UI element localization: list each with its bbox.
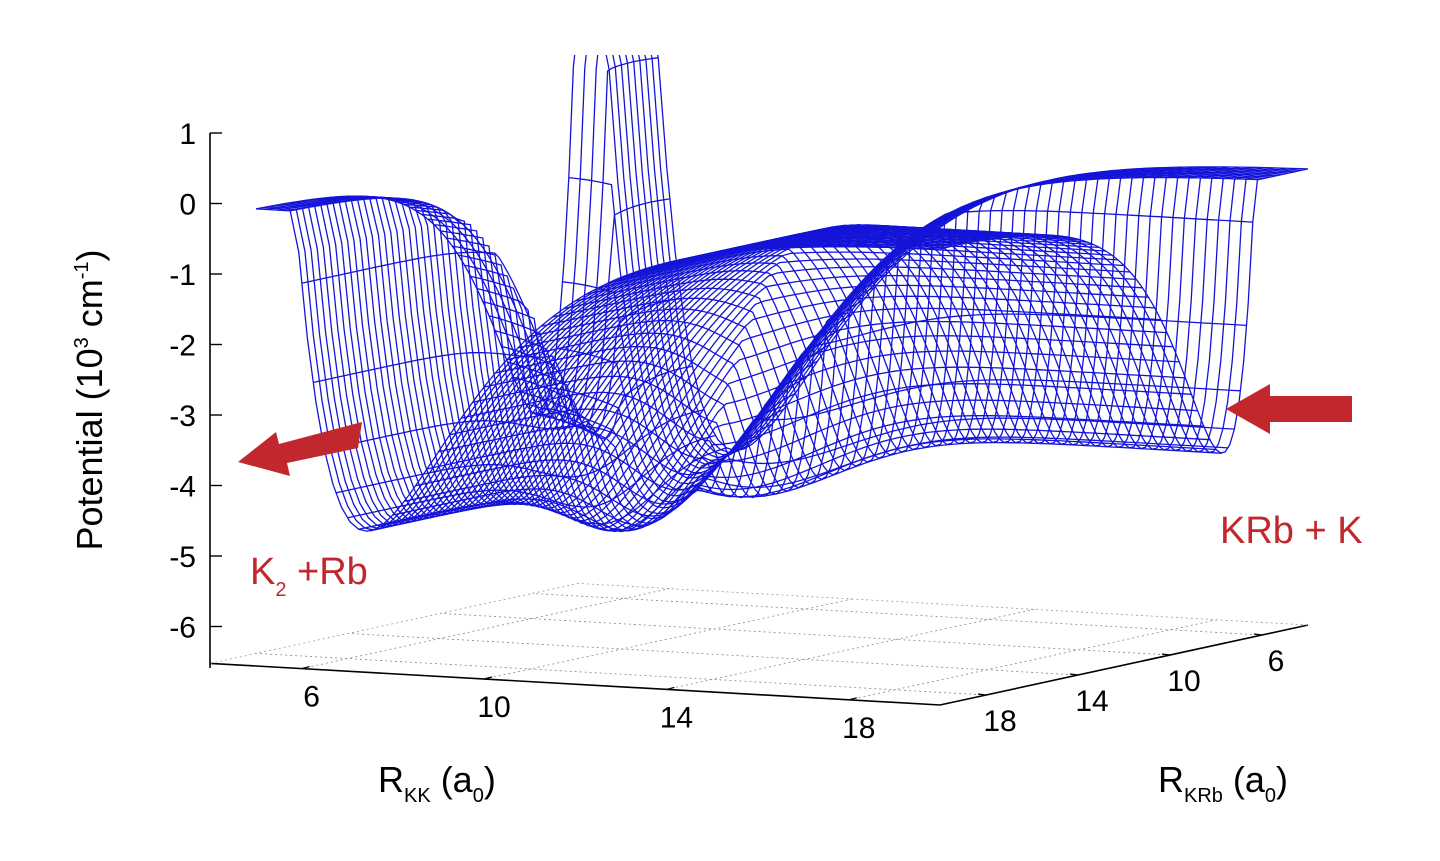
y-axis-ticks: 6 10 14 18 xyxy=(977,633,1285,738)
y-tick-label: 6 xyxy=(1268,645,1285,678)
mesh-line-krb xyxy=(488,315,1174,531)
mesh-line-krb xyxy=(631,55,1284,462)
mesh-line-krb xyxy=(556,347,1241,497)
z-tick-label: -5 xyxy=(169,541,196,574)
y-axis-label-rest-sub: 0 xyxy=(1265,785,1276,807)
floor-grid-line-krb xyxy=(532,593,1263,636)
x-tick-mark xyxy=(483,676,493,680)
x-axis-label-rest: (a xyxy=(431,759,474,800)
y-tick-label: 18 xyxy=(983,705,1016,738)
z-tick-label: -6 xyxy=(169,612,196,645)
z-tick-label: -4 xyxy=(169,471,196,504)
z-axis-ticks: 1 0 -1 -2 -3 -4 -5 -6 xyxy=(169,118,222,645)
x-axis-label-sub: KK xyxy=(404,785,431,807)
x-axis-label-close: ) xyxy=(484,759,496,800)
floor-front-edges xyxy=(210,624,1309,706)
y-axis-label-main: R xyxy=(1158,759,1184,800)
x-tick-label: 10 xyxy=(477,691,510,724)
mesh-line-krb xyxy=(537,414,1223,515)
annotation-left: K2 +Rb xyxy=(250,551,368,601)
z-axis-label-unit-sup: -1 xyxy=(71,261,93,279)
right-arrow xyxy=(1226,384,1352,434)
y-tick-mark xyxy=(1069,673,1079,676)
mesh-line-krb xyxy=(439,230,1125,512)
y-axis-label-sub: KRb xyxy=(1184,785,1223,807)
floor-grid-line-krb xyxy=(440,613,1171,656)
z-tick-label: -2 xyxy=(169,330,196,363)
mesh-line-krb xyxy=(519,391,1204,528)
y-axis-label-rest: (a xyxy=(1223,759,1266,800)
mesh-line-krb xyxy=(482,301,1167,530)
mesh-line-kk xyxy=(255,55,576,416)
mesh-line-krb xyxy=(445,237,1131,514)
floor-grid xyxy=(210,582,1309,706)
mesh-line-krb xyxy=(525,403,1210,524)
floor-grid-line-krb xyxy=(256,653,987,696)
y-tick-label: 10 xyxy=(1167,665,1200,698)
mesh-line-krb xyxy=(637,55,1290,459)
annotation-left-sub: 2 xyxy=(275,579,286,601)
z-axis-label-close: ) xyxy=(69,249,110,261)
x-axis-title: RKK (a0) xyxy=(378,759,496,807)
y-tick-mark xyxy=(1161,653,1171,656)
z-tick-label: 0 xyxy=(179,189,196,222)
mesh-line-krb xyxy=(421,213,1106,507)
mesh-line-krb xyxy=(470,275,1155,525)
z-tick-label: -3 xyxy=(169,400,196,433)
mesh-line-krb xyxy=(452,245,1137,517)
floor-back-edges xyxy=(210,582,1309,664)
x-tick-label: 18 xyxy=(842,712,875,745)
mesh-line-kk xyxy=(290,57,659,425)
y-axis-label-close: ) xyxy=(1276,759,1288,800)
x-axis-label-main: R xyxy=(378,759,404,800)
x-tick-label: 14 xyxy=(660,701,693,734)
x-tick-mark xyxy=(848,697,857,701)
floor-grid-line-kk xyxy=(483,598,853,680)
mesh-line-krb xyxy=(550,387,1235,503)
z-axis-label-unit: cm xyxy=(69,279,110,337)
z-axis-label: Potential (10 xyxy=(69,348,110,550)
mesh-line-krb xyxy=(562,281,1247,491)
mesh-line-krb xyxy=(458,254,1143,519)
floor-grid-line-krb xyxy=(348,633,1079,676)
x-tick-label: 6 xyxy=(303,681,320,714)
mesh-line-krb xyxy=(415,209,1100,506)
y-tick-mark xyxy=(977,693,987,696)
x-axis-ticks: 6 10 14 18 xyxy=(301,666,875,745)
mesh-line-krb xyxy=(618,55,1272,469)
mesh-line-krb xyxy=(427,218,1112,508)
z-tick-label: -1 xyxy=(169,259,196,292)
floor-grid-line-kk xyxy=(848,619,1217,701)
mesh-line-krb xyxy=(644,55,1296,456)
mesh-line-krb xyxy=(501,345,1186,533)
z-tick-label: 1 xyxy=(179,118,196,151)
y-tick-label: 14 xyxy=(1075,685,1108,718)
floor-grid-line-kk xyxy=(301,588,670,669)
floor-grid-line-kk xyxy=(666,609,1035,690)
mesh-line-krb xyxy=(531,411,1217,520)
annotation-right: KRb + K xyxy=(1220,510,1363,552)
y-axis-title: RKRb (a0) xyxy=(1158,759,1288,807)
mesh-line-krb xyxy=(464,264,1149,522)
surface-mesh xyxy=(255,55,1309,533)
mesh-line-krb xyxy=(476,287,1161,527)
mesh-line-krb xyxy=(255,208,941,532)
annotation-left-rest: +Rb xyxy=(286,551,367,593)
y-tick-mark xyxy=(1253,633,1263,636)
x-tick-mark xyxy=(301,666,310,670)
z-axis-title: Potential (103 cm-1) xyxy=(69,249,110,550)
x-tick-mark xyxy=(666,686,675,690)
left-arrow xyxy=(238,422,362,476)
z-axis-label-sup: 3 xyxy=(71,337,93,348)
x-axis-label-rest-sub: 0 xyxy=(473,785,484,807)
mesh-line-krb xyxy=(433,223,1118,510)
annotation-left-main: K xyxy=(250,551,275,593)
